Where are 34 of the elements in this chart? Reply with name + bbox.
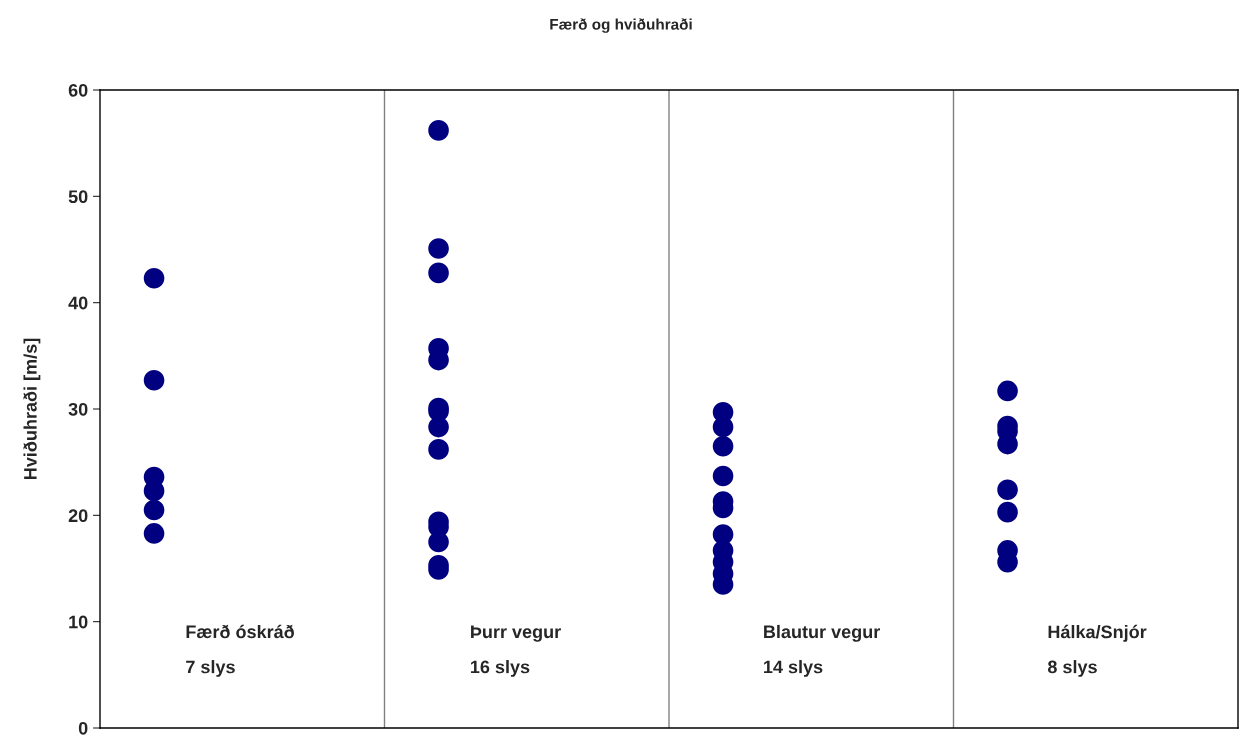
point xyxy=(143,499,165,521)
y-tick-label: 10 xyxy=(69,615,88,629)
point xyxy=(997,380,1018,402)
y-tick-label: 60 xyxy=(68,83,88,97)
point xyxy=(712,465,734,487)
annotation: Færð óskráð xyxy=(186,624,295,639)
point xyxy=(143,523,165,544)
y-tick-label: 50 xyxy=(68,190,88,204)
annotation: 16 slys xyxy=(470,660,530,677)
point xyxy=(428,262,449,284)
point xyxy=(428,416,449,438)
annotation: Blautur vegur xyxy=(764,624,880,642)
y-tick-label: 0 xyxy=(78,721,88,735)
point xyxy=(143,369,165,391)
annotation: Þurr vegur xyxy=(471,625,561,642)
point xyxy=(997,479,1018,501)
point xyxy=(428,238,449,259)
point xyxy=(428,531,449,553)
y-tick-label: 40 xyxy=(68,296,88,310)
annotation: 8 slys xyxy=(1047,660,1097,677)
point xyxy=(428,120,449,141)
y-axis-title: Hviðuhraði [m/s] xyxy=(23,338,41,480)
y-tick-label: 30 xyxy=(68,402,88,416)
annotation: 14 slys xyxy=(764,660,823,677)
point xyxy=(712,416,734,438)
annotation: Hálka/Snjór xyxy=(1048,624,1147,642)
y-tick-label: 20 xyxy=(68,509,88,523)
chart-title: Færð og hviðuhraði xyxy=(550,18,692,33)
point xyxy=(143,480,165,502)
annotation: 7 slys xyxy=(186,660,235,677)
point xyxy=(712,435,734,457)
point xyxy=(143,267,165,289)
point xyxy=(428,439,449,460)
point xyxy=(997,501,1018,523)
